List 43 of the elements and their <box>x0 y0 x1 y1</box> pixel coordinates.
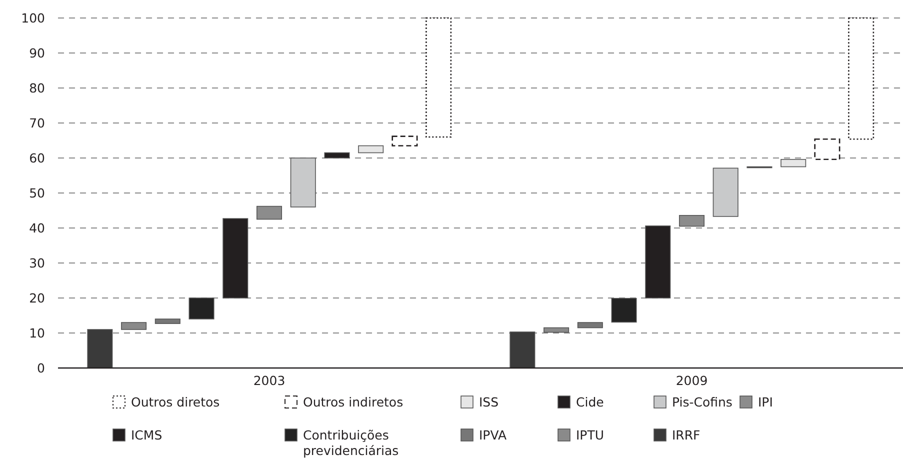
bar <box>290 158 316 208</box>
y-tick-label: 0 <box>37 360 46 376</box>
bar <box>121 322 147 330</box>
y-tick-label: 30 <box>29 255 46 270</box>
bar <box>848 17 874 140</box>
bar <box>577 322 603 328</box>
x-tick-label: 2003 <box>253 373 286 388</box>
bar <box>780 159 806 168</box>
y-tick-label: 90 <box>29 45 46 60</box>
bar <box>154 318 180 324</box>
legend-label: Outros indiretos <box>303 394 404 410</box>
x-tick-label: 2009 <box>676 373 708 388</box>
y-tick-label: 100 <box>21 10 46 26</box>
y-tick-label: 80 <box>29 80 46 96</box>
bar <box>814 138 840 160</box>
y-tick-label: 60 <box>29 150 46 166</box>
bar <box>510 332 536 368</box>
bar <box>611 298 637 323</box>
legend-label: IRRF <box>672 427 700 442</box>
legend-label: Pis-Cofins <box>672 394 732 410</box>
bar <box>256 206 282 220</box>
bar <box>358 145 384 154</box>
y-tick-label: 70 <box>29 115 46 130</box>
legend-label: Contribuições previdenciárias <box>303 427 399 458</box>
y-tick-label: 40 <box>29 220 46 236</box>
bar <box>645 226 671 298</box>
legend-label: IPTU <box>576 427 604 442</box>
legend-label: Cide <box>576 394 604 410</box>
bar <box>222 218 248 298</box>
y-tick-label: 10 <box>29 325 46 340</box>
bar <box>324 152 350 158</box>
legend-label: ICMS <box>131 427 162 442</box>
bar <box>392 136 418 146</box>
bar <box>87 329 113 368</box>
legend-label: IPVA <box>479 427 507 442</box>
y-tick-label: 50 <box>29 185 46 200</box>
legend-label: Outros diretos <box>131 394 220 410</box>
bar <box>712 168 738 217</box>
legend-label: IPI <box>758 394 773 410</box>
y-tick-label: 20 <box>29 290 46 306</box>
legend-label: ISS <box>479 394 499 410</box>
bar <box>188 298 214 320</box>
bar <box>426 17 452 138</box>
